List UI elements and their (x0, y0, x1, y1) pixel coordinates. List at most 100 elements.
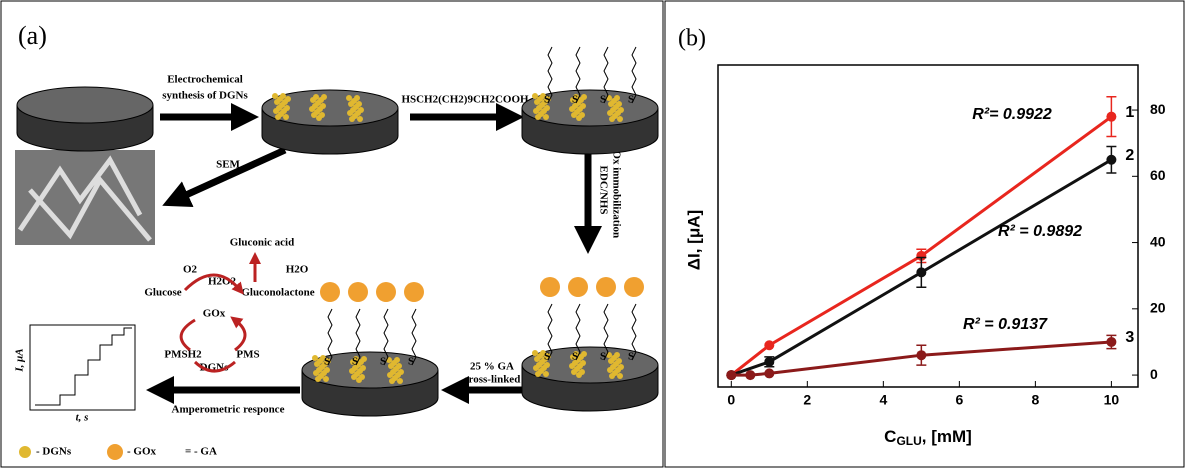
dgn (532, 93, 538, 99)
step-label: Amperometric responce (172, 404, 285, 416)
step-label: HSCH2(CH2)9CH2COOH (401, 94, 529, 106)
chain-atom: S (544, 351, 550, 363)
dgn (544, 362, 550, 368)
gox (376, 282, 396, 302)
point (745, 370, 755, 380)
arrow (175, 150, 285, 200)
dgn (324, 367, 330, 373)
y-tick-label: 80 (1150, 101, 1166, 117)
dgn (397, 378, 403, 384)
chain-atom: S (352, 356, 358, 368)
r-squared: R² = 0.9137 (963, 316, 1048, 333)
x-axis-title: CGLU, [mM] (884, 427, 972, 448)
point (764, 340, 774, 350)
step-label: SEM (216, 159, 240, 171)
gox (568, 277, 588, 297)
dgn (396, 363, 402, 369)
x-tick-label: 0 (727, 392, 735, 408)
cycle-label: PMS (236, 349, 259, 361)
dgn (579, 112, 585, 118)
chain-atom: S (600, 94, 606, 106)
inset-y-label: I, μA (14, 348, 26, 372)
point (916, 350, 926, 360)
dgn (394, 357, 400, 363)
x-tick-label: 6 (955, 392, 963, 408)
cycle-label: GOx (203, 308, 226, 320)
cycle-label: Gluconic acid (230, 237, 294, 249)
step-label: cross-linked (464, 374, 521, 386)
dgn (359, 374, 365, 380)
dgn (284, 105, 290, 111)
x-title-part: , [mM] (922, 427, 972, 446)
dgn (312, 355, 318, 361)
r-squared: R²= 0.9922 (972, 106, 1052, 123)
dgn (398, 369, 404, 375)
figure: (a) Electrochemical synthesis of DGNs HS… (0, 0, 1186, 470)
x-tick-label: 8 (1031, 392, 1039, 408)
x-tick-label: 10 (1104, 392, 1120, 408)
y-axis-title: ΔI, [μA] (684, 210, 703, 270)
cycle-label: O2 (183, 264, 198, 276)
dgn (581, 351, 587, 357)
dgn (361, 356, 367, 362)
point (764, 368, 774, 378)
dgn (283, 114, 289, 120)
point (1106, 155, 1116, 165)
dgn (357, 116, 363, 122)
point (764, 357, 774, 367)
dgn (272, 93, 278, 99)
inset-x-label: t, s (76, 412, 89, 424)
step-label: 25 % GA (470, 361, 514, 373)
legend-text: = - GA (185, 446, 217, 458)
dgn (354, 95, 360, 101)
dgn (618, 107, 624, 113)
cycle-label: Gluconolactone (241, 287, 314, 299)
dgn (319, 112, 325, 118)
dgn (614, 352, 620, 358)
dgn (544, 105, 550, 111)
gox (596, 277, 616, 297)
r-squared: R² = 0.9892 (998, 223, 1082, 240)
dgn (543, 371, 549, 377)
cycle-label: PMSH2 (164, 349, 202, 361)
legend-text: - DGNs (36, 446, 72, 458)
dgn (616, 358, 622, 364)
gox (320, 282, 340, 302)
dgn (617, 116, 623, 122)
electrode-top (17, 87, 153, 123)
dgn (580, 360, 586, 366)
dgn (360, 365, 366, 371)
step-label: GOx immobilization (610, 142, 622, 238)
chain-atom: S (408, 356, 414, 368)
dgn (616, 101, 622, 107)
inset-frame (30, 325, 135, 410)
dgn (580, 103, 586, 109)
point (916, 267, 926, 277)
step-label: synthesis of DGNs (162, 90, 248, 102)
step-label: Electrochemical (167, 74, 243, 86)
point (1106, 112, 1116, 122)
chain-atom: S (380, 356, 386, 368)
dgn (358, 107, 364, 113)
dgn (581, 94, 587, 100)
gox (624, 277, 644, 297)
series-label: 2 (1125, 147, 1134, 164)
gox (348, 282, 368, 302)
series-label: 1 (1125, 104, 1134, 121)
dgn (320, 103, 326, 109)
dgn (346, 95, 352, 101)
dgn (617, 373, 623, 379)
y-tick-label: 0 (1150, 366, 1158, 382)
dgn (356, 101, 362, 107)
chain-atom: S (572, 94, 578, 106)
point (1106, 337, 1116, 347)
y-tick-label: 60 (1150, 167, 1166, 183)
dgn (618, 364, 624, 370)
x-tick-label: 2 (803, 392, 811, 408)
dgn (313, 94, 319, 100)
chain-atom: S (628, 94, 634, 106)
cycle-label: H2O (286, 264, 309, 276)
dgn (280, 93, 286, 99)
panel-label: (b) (678, 26, 706, 52)
legend-icon (107, 444, 123, 460)
